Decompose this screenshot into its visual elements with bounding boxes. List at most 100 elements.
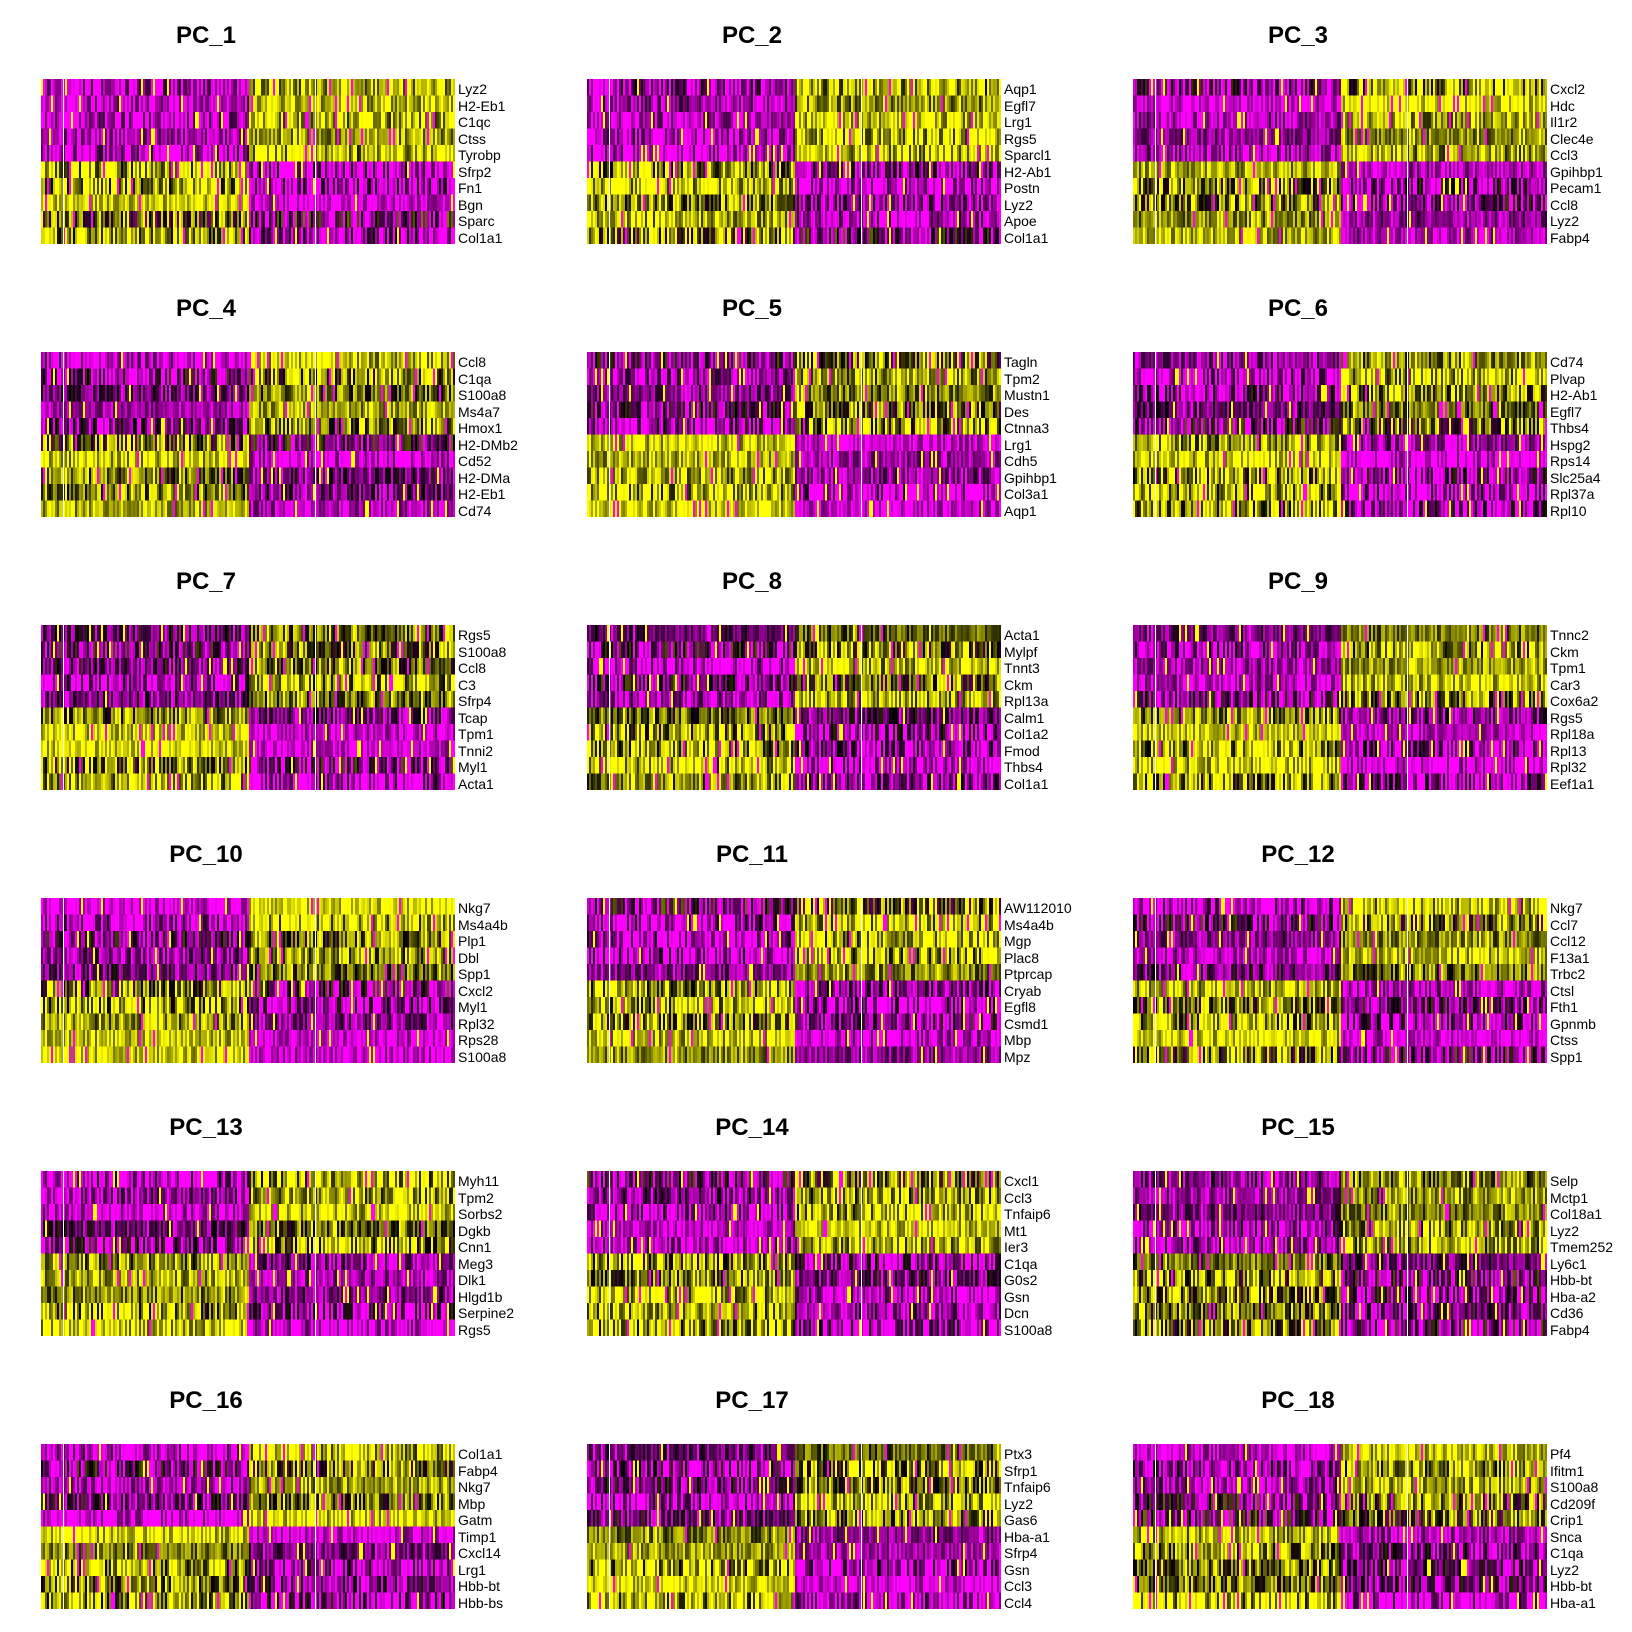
heatmap-cell	[805, 79, 808, 97]
heatmap-cell	[247, 112, 250, 130]
heatmap-cell	[403, 211, 406, 229]
heatmap-cell	[815, 211, 818, 229]
heatmap-cell	[825, 128, 828, 146]
heatmap-cell	[721, 128, 724, 146]
heatmap-cell	[873, 211, 876, 229]
heatmap-cell	[293, 79, 296, 97]
heatmap-cell	[113, 227, 116, 244]
heatmap-cell	[1183, 128, 1186, 146]
heatmap-cell	[1359, 79, 1362, 97]
heatmap-cell	[1509, 128, 1512, 146]
heatmap-cell	[861, 178, 864, 196]
heatmap-cell	[399, 79, 402, 97]
heatmap-cell	[1279, 112, 1282, 130]
heatmap-cell	[943, 145, 946, 163]
heatmap-cell	[839, 227, 842, 244]
heatmap-cell	[1359, 95, 1362, 113]
heatmap-cell	[315, 95, 318, 113]
heatmap-cell	[973, 161, 976, 179]
heatmap-cell	[443, 128, 446, 146]
heatmap-cell	[73, 128, 76, 146]
heatmap-cell	[827, 128, 830, 146]
heatmap-cell	[417, 112, 420, 130]
heatmap-cell	[177, 112, 180, 130]
heatmap-cell	[183, 211, 186, 229]
heatmap-cell	[201, 128, 204, 146]
heatmap-cell	[825, 79, 828, 97]
heatmap-cell	[277, 161, 280, 179]
heatmap-cell	[1411, 112, 1414, 130]
heatmap-cell	[991, 145, 994, 163]
heatmap-cell	[671, 79, 674, 97]
heatmap-cell	[951, 227, 954, 244]
heatmap-cell	[935, 227, 938, 244]
heatmap-cell	[759, 95, 762, 113]
heatmap-cell	[55, 178, 58, 196]
heatmap-cell	[1293, 128, 1296, 146]
heatmap-cell	[249, 161, 252, 179]
heatmap-cell	[689, 79, 692, 97]
heatmap-cell	[241, 178, 244, 196]
heatmap-cell	[1241, 112, 1244, 130]
heatmap-cell	[943, 112, 946, 130]
heatmap-cell	[975, 145, 978, 163]
heatmap-cell	[967, 79, 970, 97]
heatmap-cell	[945, 128, 948, 146]
heatmap-cell	[699, 211, 702, 229]
heatmap-cell	[915, 128, 918, 146]
heatmap-cell	[883, 194, 886, 212]
heatmap-cell	[1281, 95, 1284, 113]
heatmap-cell	[613, 227, 616, 244]
heatmap-cell	[755, 211, 758, 229]
heatmap-cell	[865, 95, 868, 113]
heatmap-cell	[849, 79, 852, 97]
heatmap-cell	[87, 178, 90, 196]
heatmap-cell	[887, 211, 890, 229]
heatmap-cell	[825, 178, 828, 196]
heatmap-cell	[1413, 128, 1416, 146]
heatmap-cell	[665, 194, 668, 212]
heatmap-cell	[677, 161, 680, 179]
heatmap-cell	[741, 112, 744, 130]
heatmap-cell	[1171, 95, 1174, 113]
heatmap-cell	[617, 112, 620, 130]
heatmap-cell	[935, 161, 938, 179]
heatmap-cell	[655, 95, 658, 113]
heatmap-cell	[47, 178, 50, 196]
heatmap-cell	[1191, 95, 1194, 113]
heatmap-cell	[333, 112, 336, 130]
heatmap-cell	[841, 128, 844, 146]
heatmap-cell	[781, 161, 784, 179]
heatmap-cell	[255, 178, 258, 196]
heatmap-cell	[101, 145, 104, 163]
heatmap-cell	[1515, 112, 1518, 130]
heatmap-cell	[901, 145, 904, 163]
heatmap-cell	[953, 145, 956, 163]
heatmap-cell	[1419, 128, 1422, 146]
heatmap-cell	[93, 194, 96, 212]
heatmap-cell	[1437, 112, 1440, 130]
heatmap-cell	[619, 161, 622, 179]
heatmap-cell	[991, 112, 994, 130]
heatmap-cell	[389, 79, 392, 97]
heatmap-cell	[437, 227, 440, 244]
heatmap-cell	[439, 79, 442, 97]
heatmap-cell	[727, 227, 730, 244]
heatmap-cell	[145, 227, 148, 244]
heatmap-cell	[779, 227, 782, 244]
heatmap-cell	[99, 95, 102, 113]
heatmap-cell	[67, 227, 70, 244]
heatmap-cell	[1487, 79, 1490, 97]
heatmap-cell	[1433, 95, 1436, 113]
heatmap-cell	[293, 128, 296, 146]
heatmap-cell	[1315, 95, 1318, 113]
heatmap-cell	[167, 79, 170, 97]
heatmap-cell	[109, 227, 112, 244]
heatmap-cell	[1451, 112, 1454, 130]
heatmap-cell	[661, 79, 664, 97]
heatmap-cell	[1541, 112, 1544, 130]
heatmap-cell	[945, 161, 948, 179]
heatmap-cell	[749, 79, 752, 97]
heatmap-cell	[1337, 112, 1340, 130]
heatmap-cell	[347, 79, 350, 97]
